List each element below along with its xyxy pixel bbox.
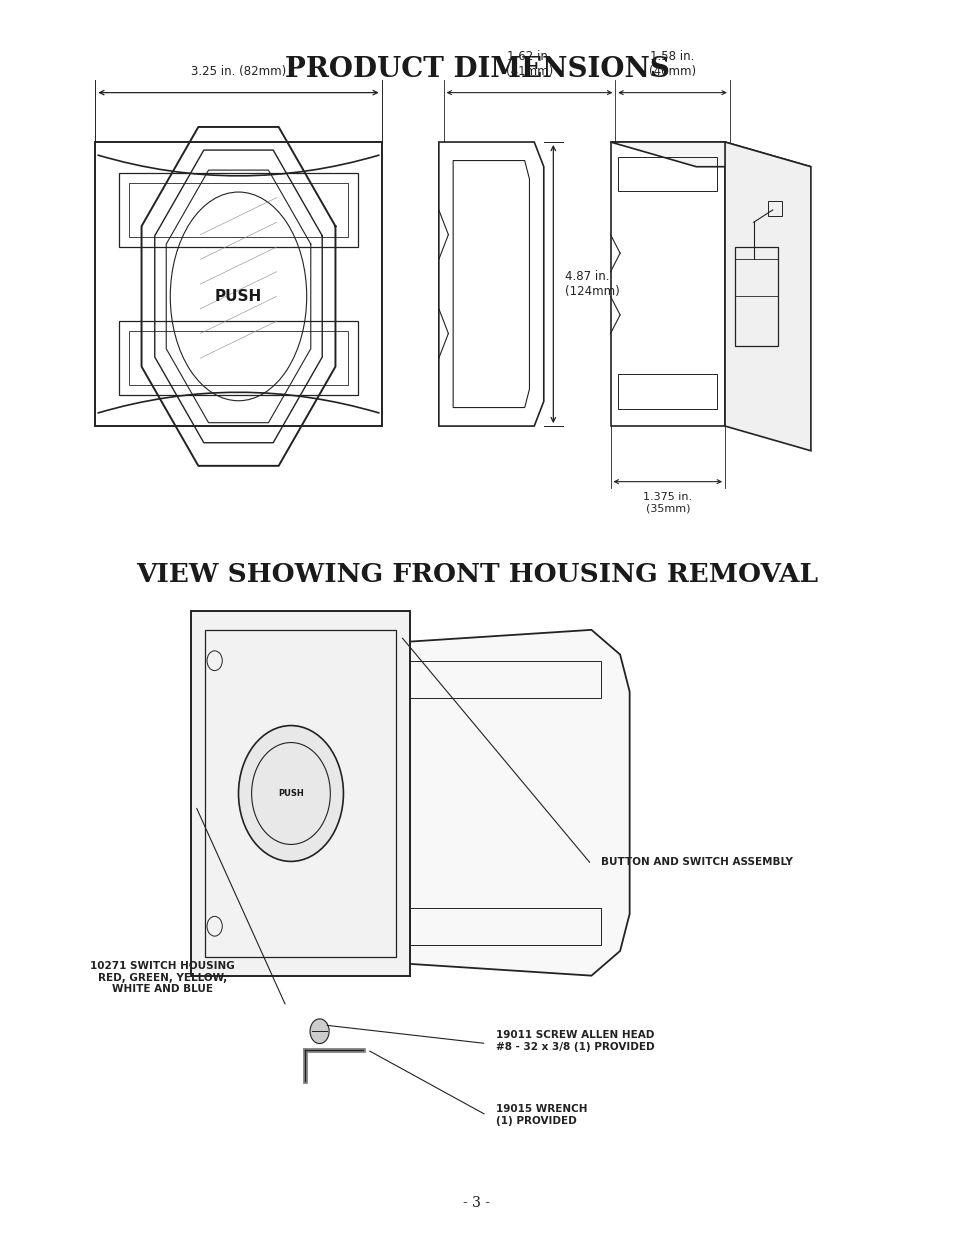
Text: 3.25 in. (82mm): 3.25 in. (82mm) [191, 64, 286, 78]
Bar [119, 173, 357, 247]
Text: 19015 WRENCH
(1) PROVIDED: 19015 WRENCH (1) PROVIDED [496, 1104, 587, 1126]
Polygon shape [724, 142, 810, 451]
Bar [129, 331, 348, 385]
Bar [191, 611, 410, 976]
Bar [119, 321, 357, 395]
Circle shape [238, 726, 343, 862]
Bar [734, 247, 777, 346]
Text: 10271 SWITCH HOUSING
RED, GREEN, YELLOW,
WHITE AND BLUE: 10271 SWITCH HOUSING RED, GREEN, YELLOW,… [90, 961, 234, 994]
Bar [767, 201, 781, 216]
Bar [618, 157, 717, 191]
Text: 1.62 in.
(41mm): 1.62 in. (41mm) [505, 49, 553, 78]
Bar [618, 374, 717, 409]
Text: 4.87 in.
(124mm): 4.87 in. (124mm) [564, 270, 618, 298]
Text: BUTTON AND SWITCH ASSEMBLY: BUTTON AND SWITCH ASSEMBLY [600, 857, 792, 867]
Text: PRODUCT DIMENSIONS: PRODUCT DIMENSIONS [284, 56, 669, 83]
Circle shape [310, 1019, 329, 1044]
Polygon shape [610, 142, 810, 167]
Bar [95, 142, 381, 426]
Text: VIEW SHOWING FRONT HOUSING REMOVAL: VIEW SHOWING FRONT HOUSING REMOVAL [135, 562, 818, 587]
Text: PUSH: PUSH [214, 289, 262, 304]
Text: PUSH: PUSH [278, 789, 303, 798]
Bar [410, 661, 600, 698]
Text: 1.375 in.
(35mm): 1.375 in. (35mm) [642, 492, 692, 513]
Text: 19011 SCREW ALLEN HEAD
#8 - 32 x 3/8 (1) PROVIDED: 19011 SCREW ALLEN HEAD #8 - 32 x 3/8 (1)… [496, 1030, 654, 1052]
Polygon shape [400, 630, 629, 976]
Text: 1.58 in.
(40mm): 1.58 in. (40mm) [648, 49, 696, 78]
Bar [129, 183, 348, 237]
Text: - 3 -: - 3 - [463, 1197, 490, 1210]
Bar [410, 908, 600, 945]
Bar [205, 630, 395, 957]
